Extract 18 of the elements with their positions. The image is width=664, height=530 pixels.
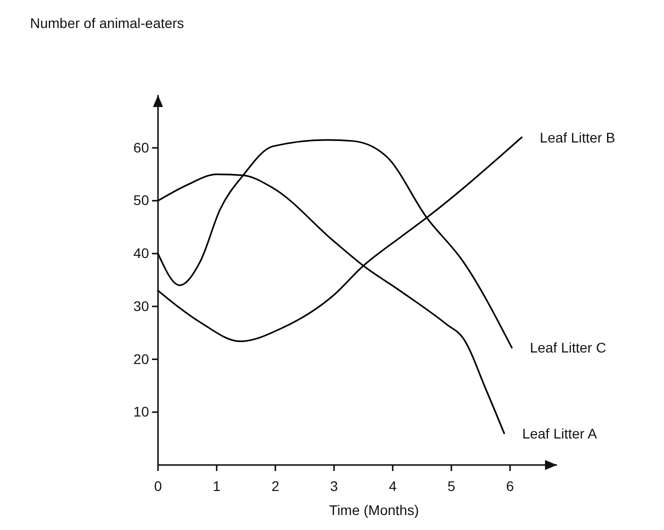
y-tick-label: 60 — [133, 139, 150, 156]
y-tick-label: 20 — [133, 350, 150, 367]
x-tick-label: 2 — [271, 478, 280, 494]
x-tick-label: 5 — [447, 478, 456, 494]
y-tick-label: 30 — [133, 298, 150, 314]
x-tick-label: 6 — [506, 478, 514, 494]
x-tick-label: 1 — [212, 478, 221, 494]
x-tick-label: 3 — [330, 478, 338, 494]
x-tick-label: 0 — [154, 478, 162, 494]
y-tick-label: 50 — [133, 192, 150, 208]
series-label: Leaf Litter A — [522, 425, 598, 442]
y-axis-title: Number of animal-eaters — [30, 15, 184, 31]
series-label: Leaf Litter C — [530, 340, 606, 356]
x-tick-label: 4 — [388, 478, 397, 494]
series-label: Leaf Litter B — [540, 129, 616, 146]
y-tick-label: 40 — [133, 245, 150, 262]
y-tick-label: 10 — [133, 404, 150, 420]
x-axis-title: Time (Months) — [329, 502, 419, 518]
